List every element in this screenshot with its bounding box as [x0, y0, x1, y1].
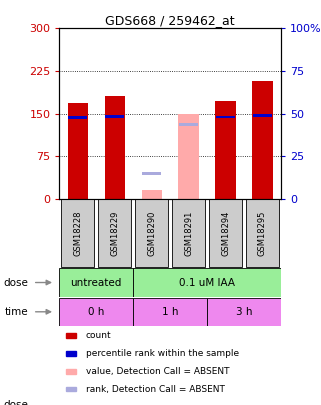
Text: 1 h: 1 h	[162, 307, 178, 317]
Text: GSM18228: GSM18228	[73, 211, 82, 256]
Bar	[66, 351, 76, 356]
Bar	[142, 172, 161, 175]
Bar	[216, 115, 235, 118]
Bar	[105, 96, 125, 199]
Bar	[178, 113, 199, 199]
Text: value, Detection Call = ABSENT: value, Detection Call = ABSENT	[86, 367, 230, 376]
FancyBboxPatch shape	[133, 298, 207, 326]
Title: GDS668 / 259462_at: GDS668 / 259462_at	[105, 14, 235, 27]
Bar	[252, 81, 273, 199]
Text: 0 h: 0 h	[88, 307, 105, 317]
Text: dose: dose	[4, 277, 28, 288]
Bar	[179, 124, 198, 126]
Text: GSM18295: GSM18295	[258, 211, 267, 256]
Text: percentile rank within the sample: percentile rank within the sample	[86, 349, 239, 358]
Bar	[253, 114, 272, 117]
FancyBboxPatch shape	[135, 199, 168, 267]
Text: GSM18290: GSM18290	[147, 211, 156, 256]
Text: time: time	[5, 307, 28, 317]
Bar	[66, 333, 76, 338]
FancyBboxPatch shape	[98, 199, 131, 267]
Bar	[142, 190, 162, 199]
FancyBboxPatch shape	[246, 199, 279, 267]
Text: rank, Detection Call = ABSENT: rank, Detection Call = ABSENT	[86, 384, 225, 394]
FancyBboxPatch shape	[172, 199, 205, 267]
Text: GSM18294: GSM18294	[221, 211, 230, 256]
Text: 0.1 uM IAA: 0.1 uM IAA	[179, 277, 235, 288]
Text: dose: dose	[3, 400, 28, 405]
Text: 3 h: 3 h	[236, 307, 252, 317]
Text: GSM18291: GSM18291	[184, 211, 193, 256]
Bar	[215, 101, 236, 199]
Bar	[68, 116, 87, 119]
Text: untreated: untreated	[71, 277, 122, 288]
Bar	[105, 115, 124, 118]
Bar	[66, 387, 76, 392]
Text: GSM18229: GSM18229	[110, 211, 119, 256]
FancyBboxPatch shape	[59, 269, 133, 296]
Text: count: count	[86, 331, 112, 340]
FancyBboxPatch shape	[209, 199, 242, 267]
FancyBboxPatch shape	[207, 298, 281, 326]
Bar	[68, 103, 88, 199]
FancyBboxPatch shape	[133, 269, 281, 296]
Bar	[66, 369, 76, 373]
FancyBboxPatch shape	[61, 199, 94, 267]
FancyBboxPatch shape	[59, 298, 133, 326]
